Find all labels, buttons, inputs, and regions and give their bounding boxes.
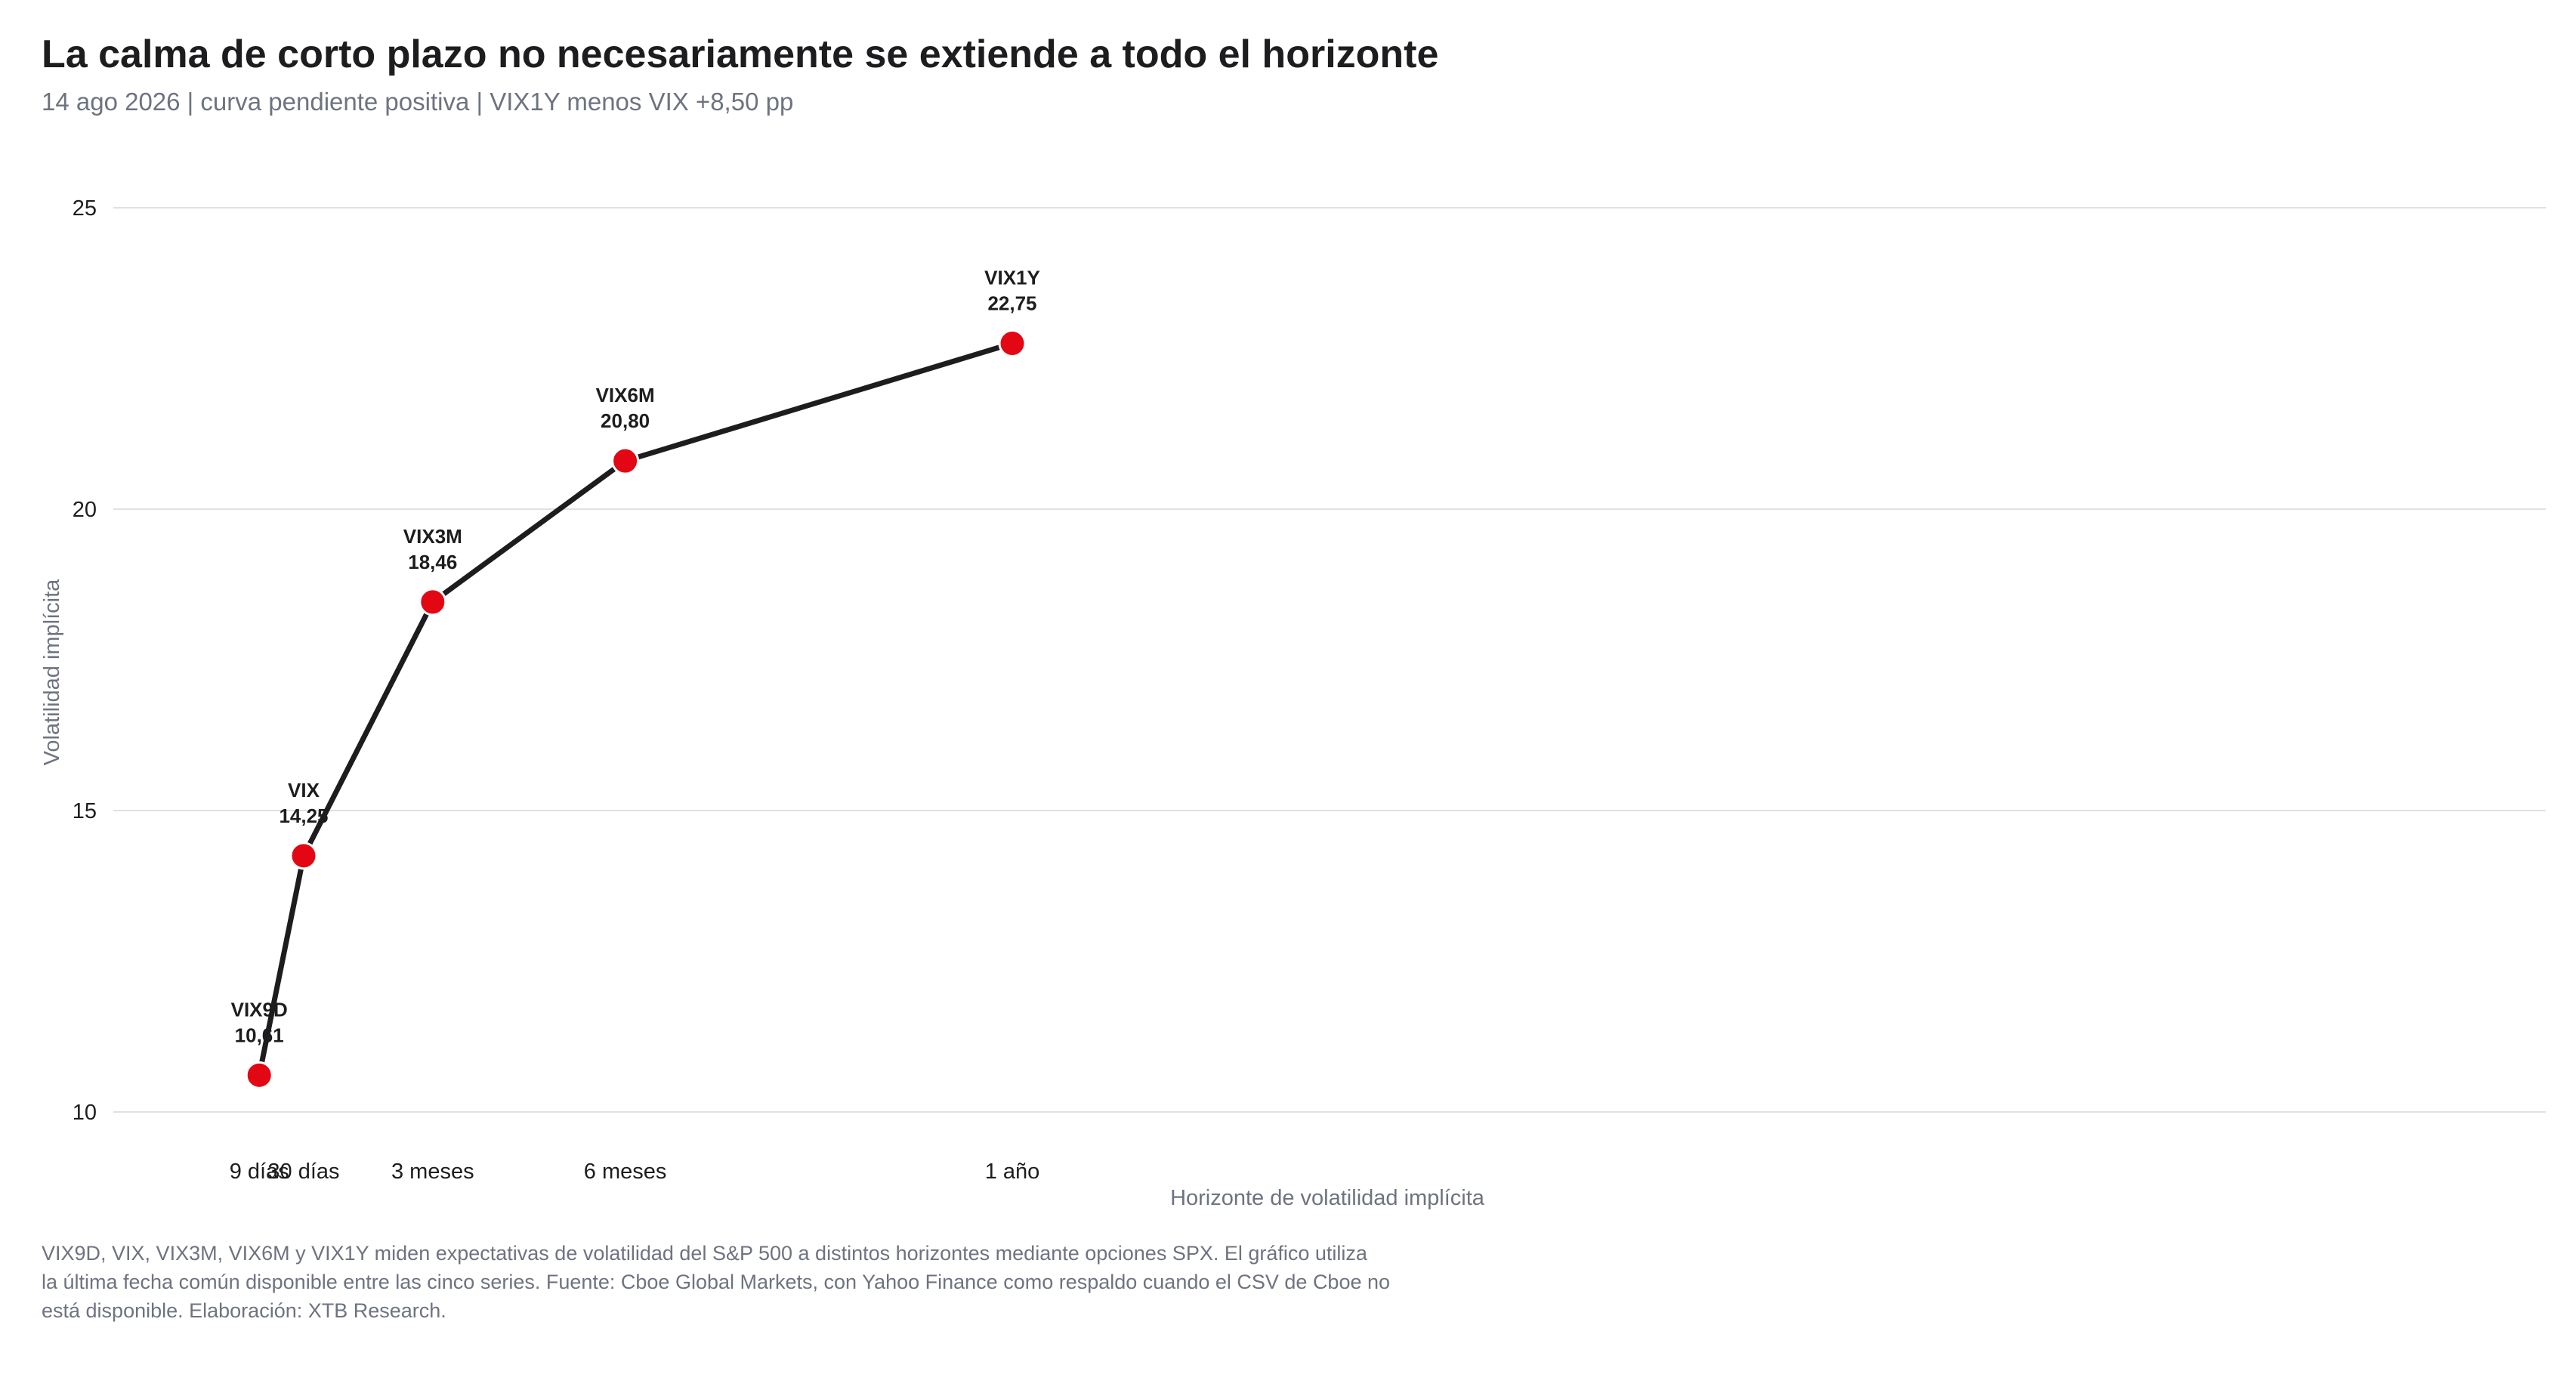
y-tick-label: 15 (73, 799, 97, 823)
data-markers (245, 329, 1027, 1089)
x-tick-label: 1 año (985, 1160, 1040, 1184)
data-point-marker (611, 446, 640, 475)
data-label-value: 18,46 (408, 551, 457, 573)
data-point-marker (245, 1061, 273, 1089)
x-tick-label: 30 días (267, 1160, 339, 1184)
data-label-value: 10,61 (235, 1024, 284, 1046)
data-label-name: VIX (288, 779, 320, 801)
data-label-name: VIX6M (596, 384, 655, 406)
footnote-line: la última fecha común disponible entre l… (42, 1271, 1391, 1293)
y-tick-labels: 10 15 20 25 (73, 196, 97, 1125)
y-tick-label: 20 (73, 498, 97, 522)
chart-subtitle: 14 ago 2026 | curva pendiente positiva |… (42, 88, 794, 116)
data-label-value: 20,80 (601, 409, 650, 432)
y-tick-label: 10 (73, 1101, 97, 1125)
chart-footnote: VIX9D, VIX, VIX3M, VIX6M y VIX1Y miden e… (42, 1239, 1477, 1325)
y-tick-label: 25 (73, 196, 97, 221)
x-tick-label: 6 meses (584, 1160, 667, 1184)
data-labels: VIX9D 10,61 VIX 14,25 VIX3M 18,46 VIX6M 20,80 VI… (231, 267, 1040, 1047)
footnote-line: VIX9D, VIX, VIX3M, VIX6M y VIX1Y miden e… (42, 1242, 1367, 1265)
data-label-value: 14,25 (279, 805, 328, 827)
footnote-line: está disponible. Elaboración: XTB Resear… (42, 1299, 446, 1322)
y-axis-label: Volatilidad implícita (40, 579, 64, 765)
data-point-marker (419, 588, 447, 616)
x-tick-label: 3 meses (391, 1160, 474, 1184)
data-label-name: VIX1Y (984, 267, 1040, 289)
data-point-marker (998, 329, 1027, 358)
x-tick-label: 9 días (230, 1160, 289, 1184)
data-point-marker (289, 842, 318, 870)
x-axis-label: Horizonte de volatilidad implícita (1170, 1186, 1485, 1210)
data-label-value: 22,75 (987, 292, 1036, 315)
grid-lines (113, 207, 2546, 1113)
data-label-name: VIX9D (231, 998, 288, 1021)
chart-title: La calma de corto plazo no necesariament… (42, 32, 1439, 76)
data-label-name: VIX3M (403, 525, 462, 548)
